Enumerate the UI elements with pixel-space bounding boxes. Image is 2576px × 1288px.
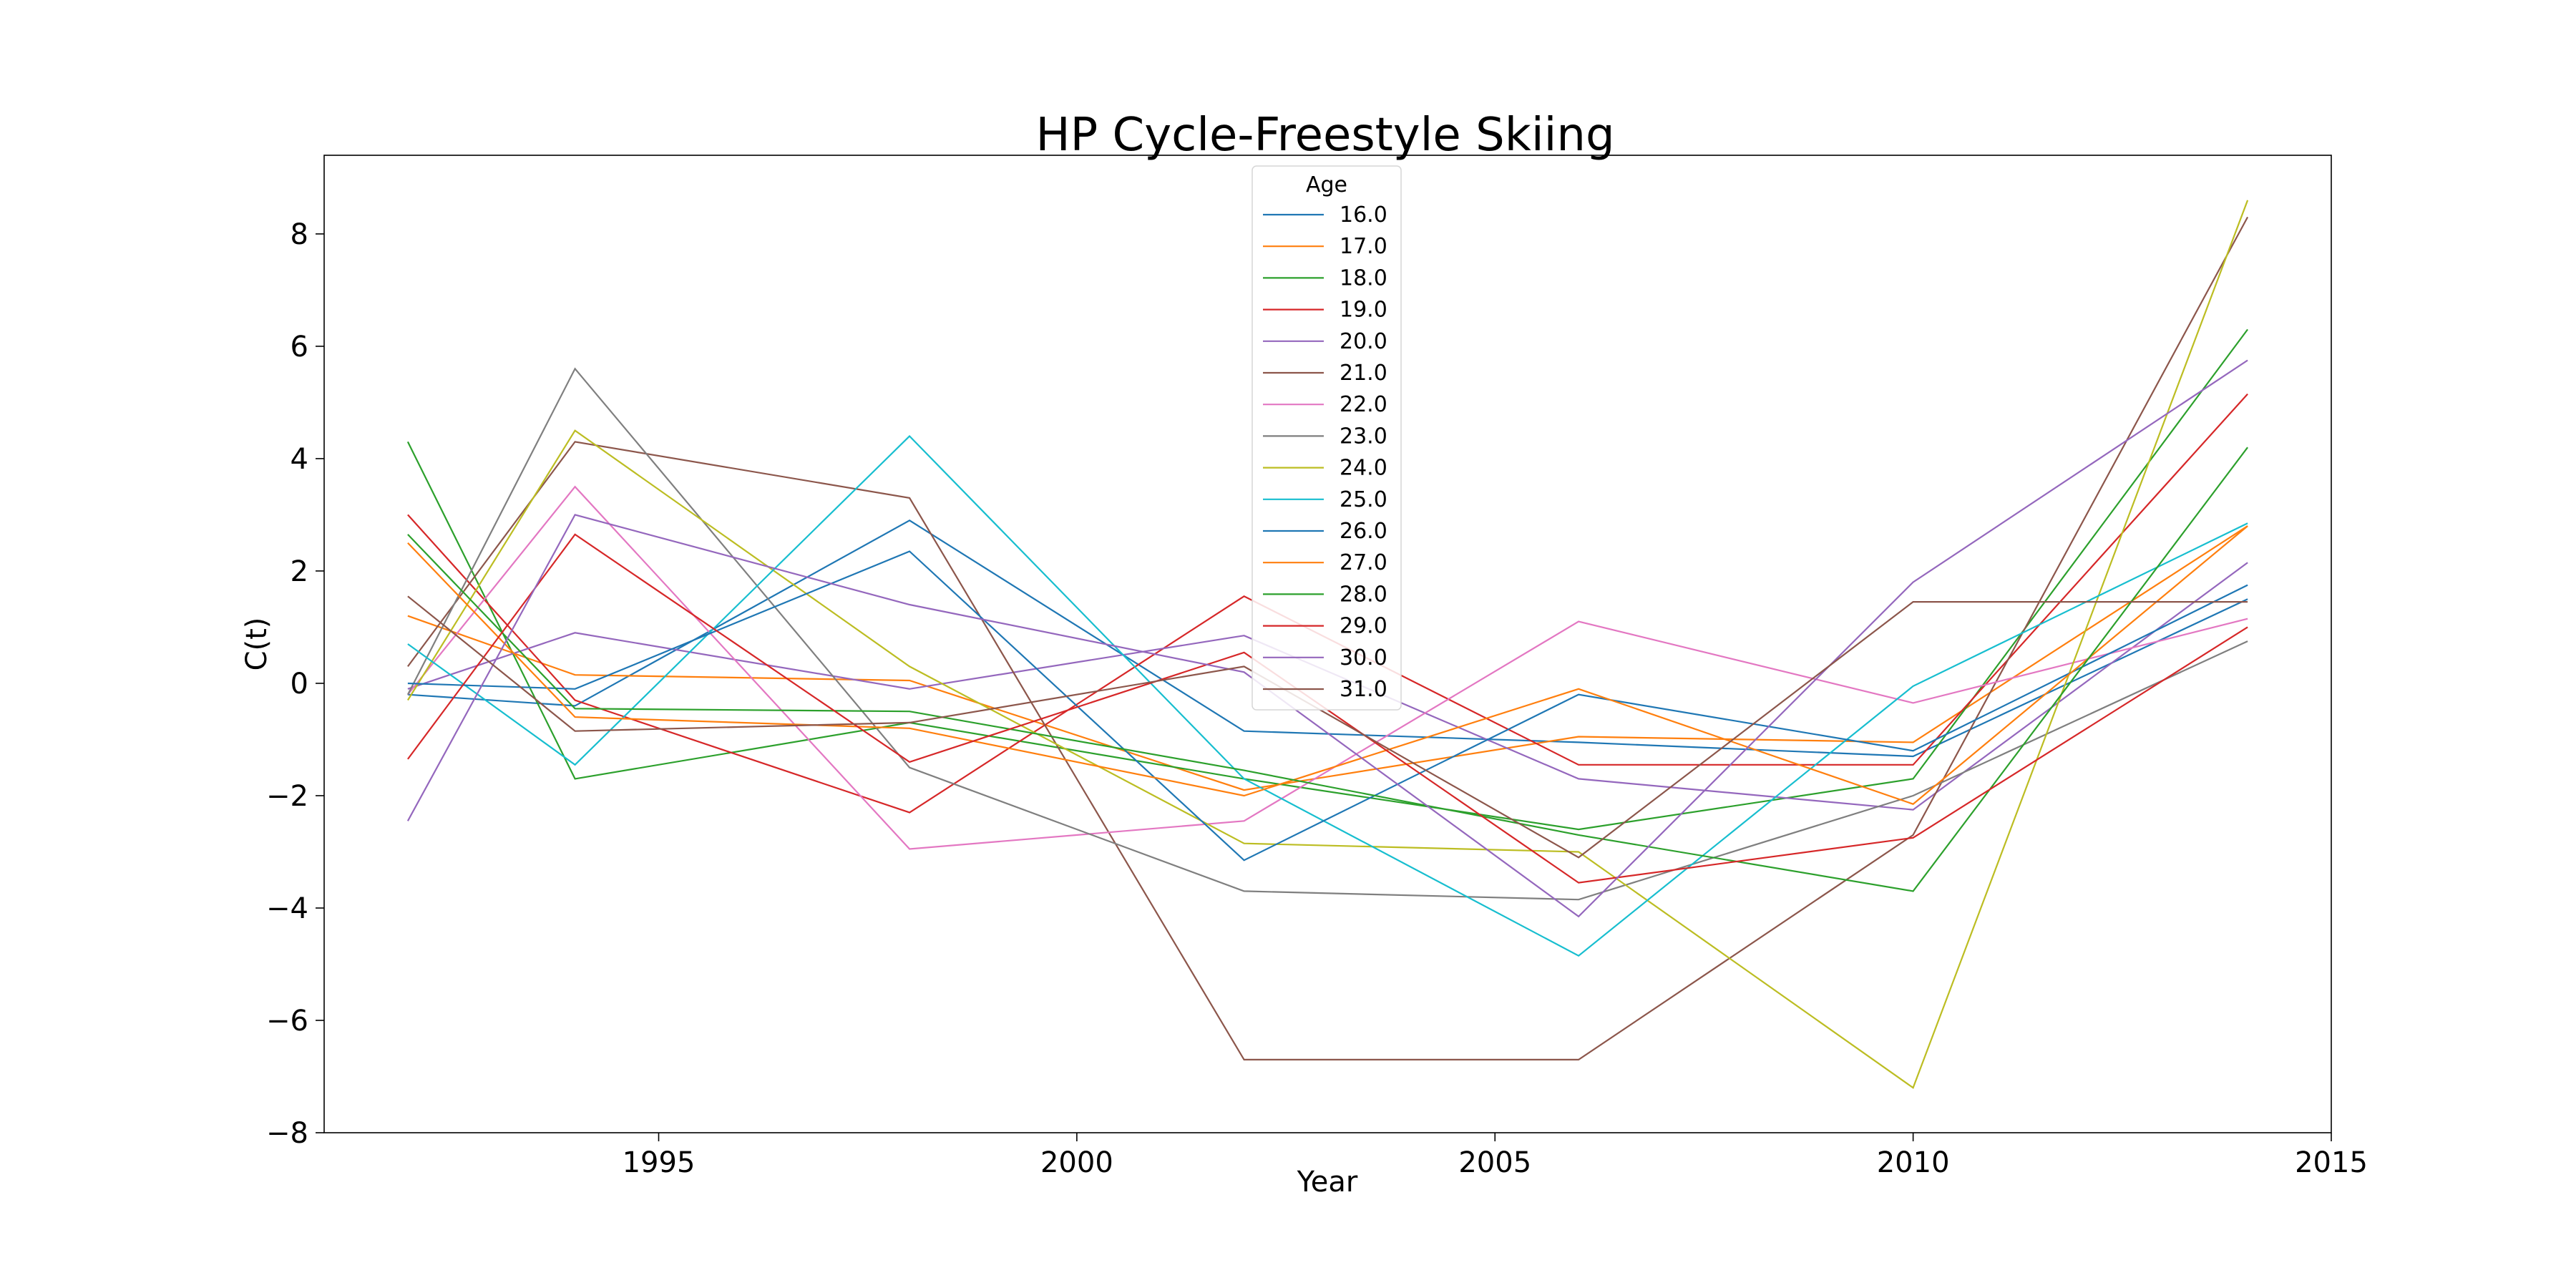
plot-frame [323,155,2332,1133]
series-line-19-0 [407,393,2248,814]
legend: Age 16.0 17.0 18.0 19.0 20.0 21.0 22.0 23.0 24.0… [1252,165,1402,711]
series-line-27-0 [407,525,2248,805]
y-tick-label: 6 [291,331,308,364]
legend-entry: 25.0 [1340,487,1387,512]
y-tick-label: −4 [266,892,308,925]
legend-entry: 24.0 [1340,456,1387,481]
chart-title: HP Cycle-Freestyle Skiing [1035,109,1614,162]
legend-entry: 17.0 [1340,234,1387,259]
series-line-22-0 [407,485,2248,850]
series-line-29-0 [407,533,2248,884]
series-line-24-0 [406,200,2249,1089]
legend-entry: 16.0 [1340,203,1387,228]
y-axis-label: C(t) [240,618,273,671]
y-tick-label: 2 [291,555,308,588]
legend-entry: 19.0 [1340,298,1387,323]
y-tick-label: 8 [291,218,308,251]
legend-entry: 31.0 [1340,677,1387,702]
x-tick-label: 2015 [2295,1146,2368,1179]
legend-items: 16.0 17.0 18.0 19.0 20.0 21.0 22.0 23.0 24.0 25.0… [1263,203,1387,702]
x-tick-label: 2010 [1877,1146,1950,1179]
legend-entry: 21.0 [1340,361,1387,386]
series-lines [406,200,2249,1089]
series-line-31-0 [407,595,2248,859]
y-tick-label: −6 [266,1005,308,1038]
y-axis-ticks: −8 −6 −4 −2 0 2 4 6 8 [266,218,324,1150]
legend-entry: 30.0 [1340,645,1387,670]
x-tick-label: 2005 [1458,1146,1531,1179]
x-axis-ticks: 1995 2000 2005 2010 2015 [623,1133,2368,1179]
legend-entry: 22.0 [1340,392,1387,417]
legend-entry: 18.0 [1340,265,1387,291]
y-tick-label: 4 [291,443,308,476]
series-line-21-0 [407,216,2249,1061]
x-axis-label: Year [1297,1166,1358,1199]
legend-entry: 20.0 [1340,329,1387,354]
series-line-30-0 [406,359,2248,918]
x-tick-label: 2000 [1040,1146,1113,1179]
legend-entry: 28.0 [1340,582,1387,607]
y-tick-label: −2 [266,780,308,813]
y-tick-label: −8 [266,1117,308,1150]
y-tick-label: 0 [291,668,308,701]
legend-entry: 27.0 [1340,550,1387,575]
legend-box [1252,165,1402,711]
legend-entry: 23.0 [1340,424,1387,449]
series-line-28-0 [407,447,2248,892]
legend-entry: 26.0 [1340,519,1387,544]
legend-entry: 29.0 [1340,614,1387,639]
series-line-16-0 [407,519,2248,758]
series-line-26-0 [407,550,2248,862]
series-line-17-0 [407,525,2248,791]
series-line-20-0 [407,562,2248,811]
legend-title: Age [1306,172,1347,197]
series-line-23-0 [406,367,2248,901]
x-tick-label: 1995 [623,1146,696,1179]
series-line-25-0 [407,434,2248,957]
